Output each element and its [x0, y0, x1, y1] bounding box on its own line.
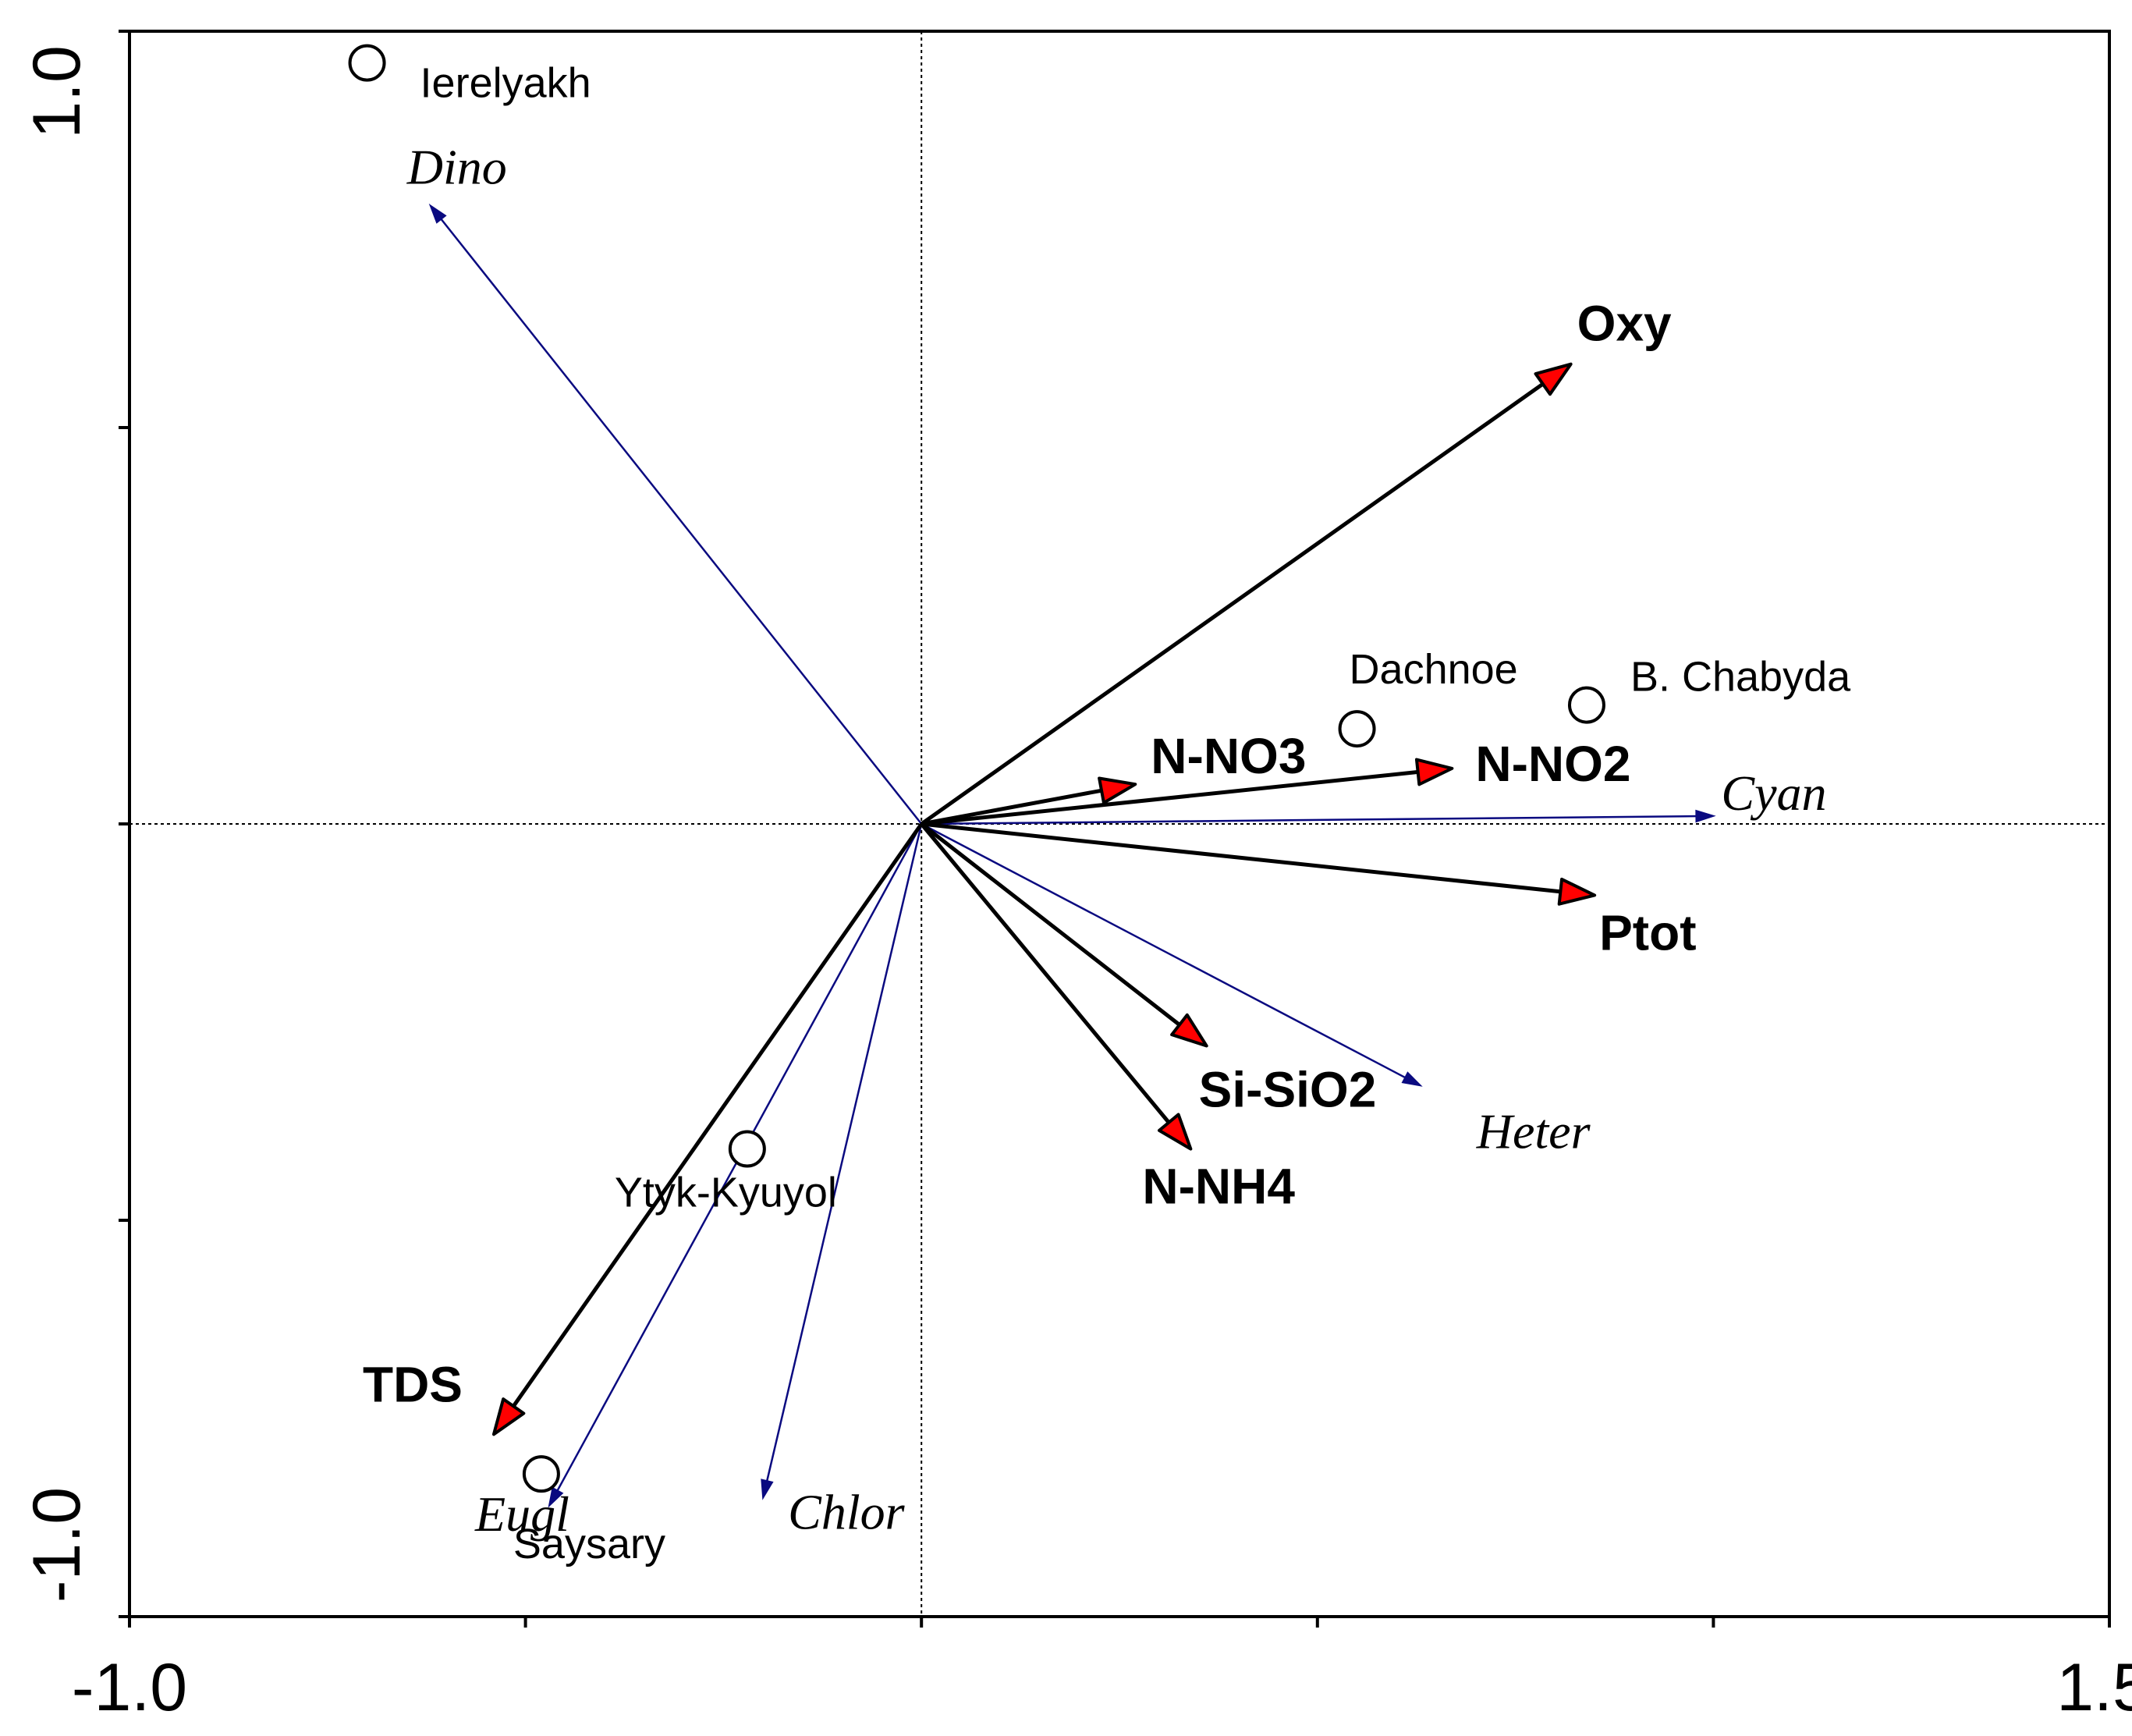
sample-label-b-chabyda: B. Chabyda — [1630, 654, 1851, 701]
species-vector-heter — [921, 822, 1409, 1081]
sample-label-saysary: Saysary — [513, 1521, 665, 1567]
species-label-heter: Heter — [1476, 1103, 1591, 1159]
sample-point-saysary — [522, 1455, 560, 1493]
sample-points: Ierelyakh Dachnoe B. Chabyda Ytyk-Kyuyol Say… — [348, 44, 1851, 1567]
species-arrowhead-cyan — [1695, 809, 1716, 823]
axis-ticks — [119, 30, 2111, 1628]
species-label-dino: Dino — [406, 140, 507, 195]
env-arrowhead-n-no3 — [1098, 776, 1137, 804]
env-label-oxy: Oxy — [1577, 296, 1672, 352]
env-label-si-sio2: Si-SiO2 — [1199, 1061, 1377, 1117]
sample-label-dachnoe: Dachnoe — [1350, 646, 1518, 693]
y-tick-label-bottom: -1.0 — [20, 1487, 94, 1603]
env-label-n-no3: N-NO3 — [1151, 728, 1306, 784]
env-vector-n-no3 — [921, 786, 1110, 826]
sample-point-b-chabyda — [1567, 686, 1605, 724]
species-vectors: Dino Cyan Heter Chlor Eugl — [406, 140, 1827, 1542]
env-arrowhead-n-nh4 — [1157, 1113, 1193, 1151]
env-arrowhead-tds — [491, 1397, 526, 1436]
species-vector-chlor — [765, 823, 923, 1485]
env-arrowhead-ptot — [1557, 877, 1597, 906]
sample-point-dachnoe — [1338, 710, 1376, 748]
env-arrowhead-oxy — [1534, 362, 1573, 396]
env-arrowhead-n-no2 — [1414, 758, 1454, 786]
env-label-ptot: Ptot — [1599, 904, 1696, 960]
y-tick-label-top: 1.0 — [20, 45, 94, 139]
species-arrowhead-heter — [1401, 1071, 1423, 1087]
env-label-n-nh4: N-NH4 — [1142, 1159, 1295, 1215]
sample-point-ytyk-kyuyol — [728, 1130, 766, 1168]
env-vector-n-no2 — [921, 769, 1426, 826]
species-arrowhead-chlor — [761, 1479, 774, 1500]
env-label-n-no2: N-NO2 — [1475, 736, 1630, 792]
species-label-cyan: Cyan — [1721, 765, 1826, 821]
species-label-chlor: Chlor — [788, 1485, 905, 1540]
env-vector-tds — [507, 822, 924, 1414]
species-label-eugl: Eugl — [474, 1486, 569, 1542]
species-vector-dino — [438, 215, 923, 825]
env-arrowhead-si-sio2 — [1170, 1013, 1208, 1048]
env-label-tds: TDS — [363, 1356, 463, 1412]
sample-label-ierelyakh: Ierelyakh — [420, 60, 591, 107]
sample-label-ytyk-kyuyol: Ytyk-Kyuyol — [615, 1170, 837, 1216]
species-arrowhead-eugl — [548, 1486, 564, 1508]
species-vector-cyan — [921, 815, 1700, 825]
env-vector-ptot — [921, 822, 1569, 895]
x-tick-label-right: 1.5 — [2056, 1650, 2132, 1725]
sample-point-ierelyakh — [348, 44, 386, 82]
env-vector-si-sio2 — [920, 822, 1187, 1031]
environmental-vectors: Oxy N-NO3 N-NO2 Ptot Si-SiO2 N-NH4 TDS — [363, 296, 1697, 1436]
x-tick-label-left: -1.0 — [72, 1650, 187, 1725]
env-vector-n-nh4 — [920, 822, 1176, 1130]
species-arrowhead-dino — [428, 203, 447, 224]
env-vector-oxy — [920, 378, 1551, 826]
